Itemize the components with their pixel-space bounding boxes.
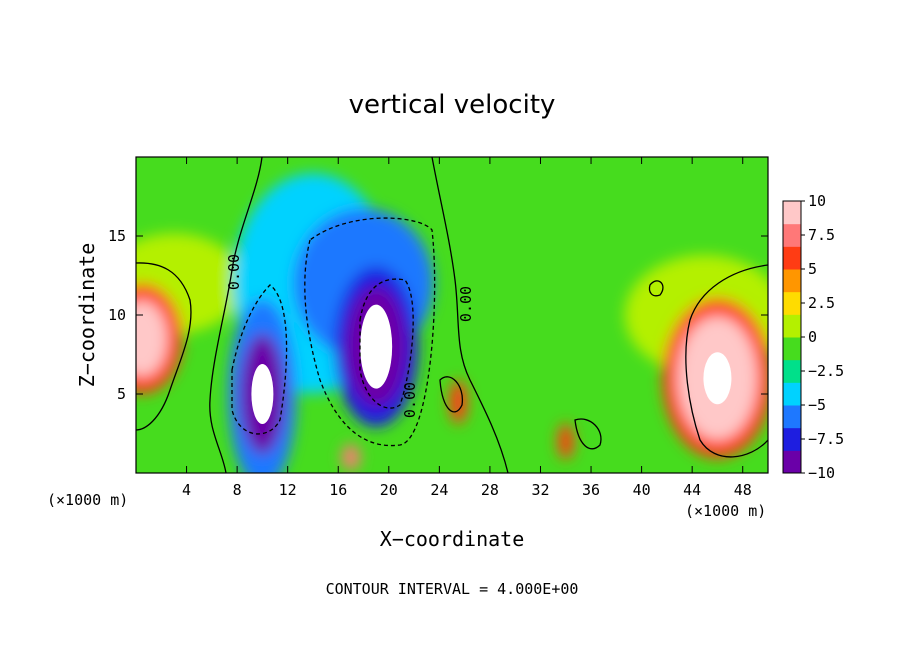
chart-title: vertical velocity	[349, 90, 556, 120]
core-saturated	[703, 352, 732, 405]
colorbar-swatch	[783, 269, 801, 293]
colorbar-swatch	[783, 246, 801, 270]
colorbar-swatch	[783, 337, 801, 361]
contour-line	[304, 217, 436, 447]
x-unit-right: (×1000 m)	[685, 502, 766, 520]
contour-lines	[136, 157, 768, 473]
colorbar-tick-label: −5	[808, 396, 826, 414]
colorbar-swatch	[783, 405, 801, 429]
x-tick-label: 32	[531, 481, 549, 499]
y-tick-label: 15	[108, 227, 126, 245]
x-tick-label: 48	[734, 481, 752, 499]
colorbar-tick-label: 7.5	[808, 226, 835, 244]
x-axis-label: X−coordinate	[380, 527, 525, 551]
contour-line	[359, 278, 414, 409]
contour-line	[431, 157, 509, 473]
x-axis-ticks: 4 8 12 16 20 24 28 32 36 40 44 48	[182, 157, 752, 499]
y-axis-label: Z−coordinate	[75, 243, 99, 388]
colorbar-tick-label: −10	[808, 464, 835, 482]
contour-line	[231, 284, 288, 435]
x-tick-label: 40	[633, 481, 651, 499]
colorbar-tick-label: 10	[808, 192, 826, 210]
x-tick-label: 12	[279, 481, 297, 499]
contour-line	[648, 280, 664, 297]
colorbar-swatch	[783, 427, 801, 451]
contour-label: 0.00	[457, 286, 475, 322]
x-tick-label: 8	[233, 481, 242, 499]
colorbar-swatch	[783, 291, 801, 315]
contour-label: 0.00	[401, 382, 419, 418]
velocity-field	[136, 173, 768, 473]
core-saturated	[251, 364, 274, 424]
colorbar-tick-label: 2.5	[808, 294, 835, 312]
colorbar-tick-label: 5	[808, 260, 817, 278]
colorbar-swatch	[783, 450, 801, 474]
x-tick-label: 44	[683, 481, 701, 499]
x-tick-label: 36	[582, 481, 600, 499]
x-unit-left: (×1000 m)	[47, 491, 128, 509]
contour-line	[209, 157, 263, 473]
core-saturated	[360, 304, 393, 389]
colorbar-swatch	[783, 382, 801, 406]
x-tick-label: 20	[380, 481, 398, 499]
colorbar-tick-label: 0	[808, 328, 817, 346]
plot-area: 0.000.000.00 4 8 12 16 20 24 28 32 36 40 44 48 5101…	[108, 156, 769, 499]
x-tick-label: 24	[430, 481, 448, 499]
colorbar-swatch	[783, 201, 801, 225]
contour-line	[574, 418, 602, 450]
field-blob	[449, 379, 468, 424]
contour-interval-note: CONTOUR INTERVAL = 4.000E+00	[326, 580, 579, 598]
contour-line	[136, 262, 192, 431]
contour-labels: 0.00 0.00 0.00	[225, 254, 475, 418]
colorbar-swatch	[783, 223, 801, 247]
x-tick-label: 28	[481, 481, 499, 499]
y-tick-label: 5	[117, 385, 126, 403]
colorbar-swatch	[783, 359, 801, 383]
y-tick-label: 10	[108, 306, 126, 324]
x-tick-label: 4	[182, 481, 191, 499]
x-tick-label: 16	[329, 481, 347, 499]
colorbar-swatch	[783, 314, 801, 338]
field-blob	[341, 444, 360, 471]
y-axis-ticks: 5 10 15	[108, 227, 768, 403]
contour-line	[439, 376, 463, 413]
colorbar-tick-label: −2.5	[808, 362, 844, 380]
colorbar-tick-label: −7.5	[808, 430, 844, 448]
contour-line	[685, 264, 768, 458]
colorbar: 10 7.5 5 2.5 0 −2.5 −5 −7.5 −10	[782, 192, 844, 482]
field-blob	[136, 300, 168, 377]
contour-label: 0.00	[225, 254, 243, 290]
field-blob	[557, 423, 574, 460]
